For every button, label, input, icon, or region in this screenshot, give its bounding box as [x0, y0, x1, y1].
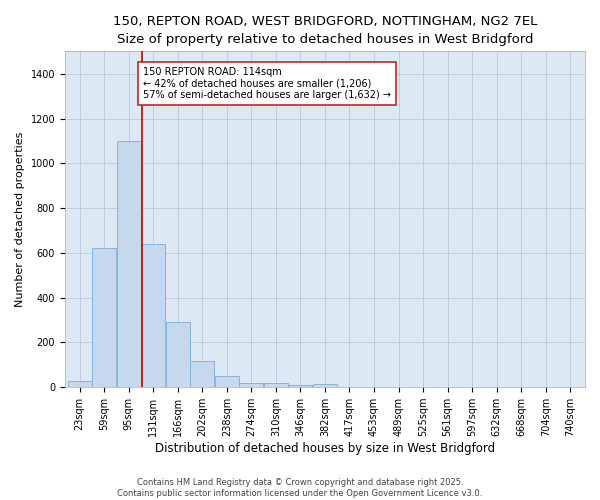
Bar — [117, 141, 140, 387]
Bar — [239, 382, 263, 387]
Bar — [215, 376, 239, 387]
Bar — [190, 362, 214, 387]
Y-axis label: Number of detached properties: Number of detached properties — [15, 132, 25, 307]
Title: 150, REPTON ROAD, WEST BRIDGFORD, NOTTINGHAM, NG2 7EL
Size of property relative : 150, REPTON ROAD, WEST BRIDGFORD, NOTTIN… — [113, 15, 537, 46]
X-axis label: Distribution of detached houses by size in West Bridgford: Distribution of detached houses by size … — [155, 442, 495, 455]
Bar — [142, 244, 165, 387]
Bar — [313, 384, 337, 387]
Text: Contains HM Land Registry data © Crown copyright and database right 2025.
Contai: Contains HM Land Registry data © Crown c… — [118, 478, 482, 498]
Text: 150 REPTON ROAD: 114sqm
← 42% of detached houses are smaller (1,206)
57% of semi: 150 REPTON ROAD: 114sqm ← 42% of detache… — [143, 67, 391, 100]
Bar — [68, 380, 92, 387]
Bar — [166, 322, 190, 387]
Bar — [264, 382, 288, 387]
Bar — [92, 248, 116, 387]
Bar — [289, 385, 313, 387]
